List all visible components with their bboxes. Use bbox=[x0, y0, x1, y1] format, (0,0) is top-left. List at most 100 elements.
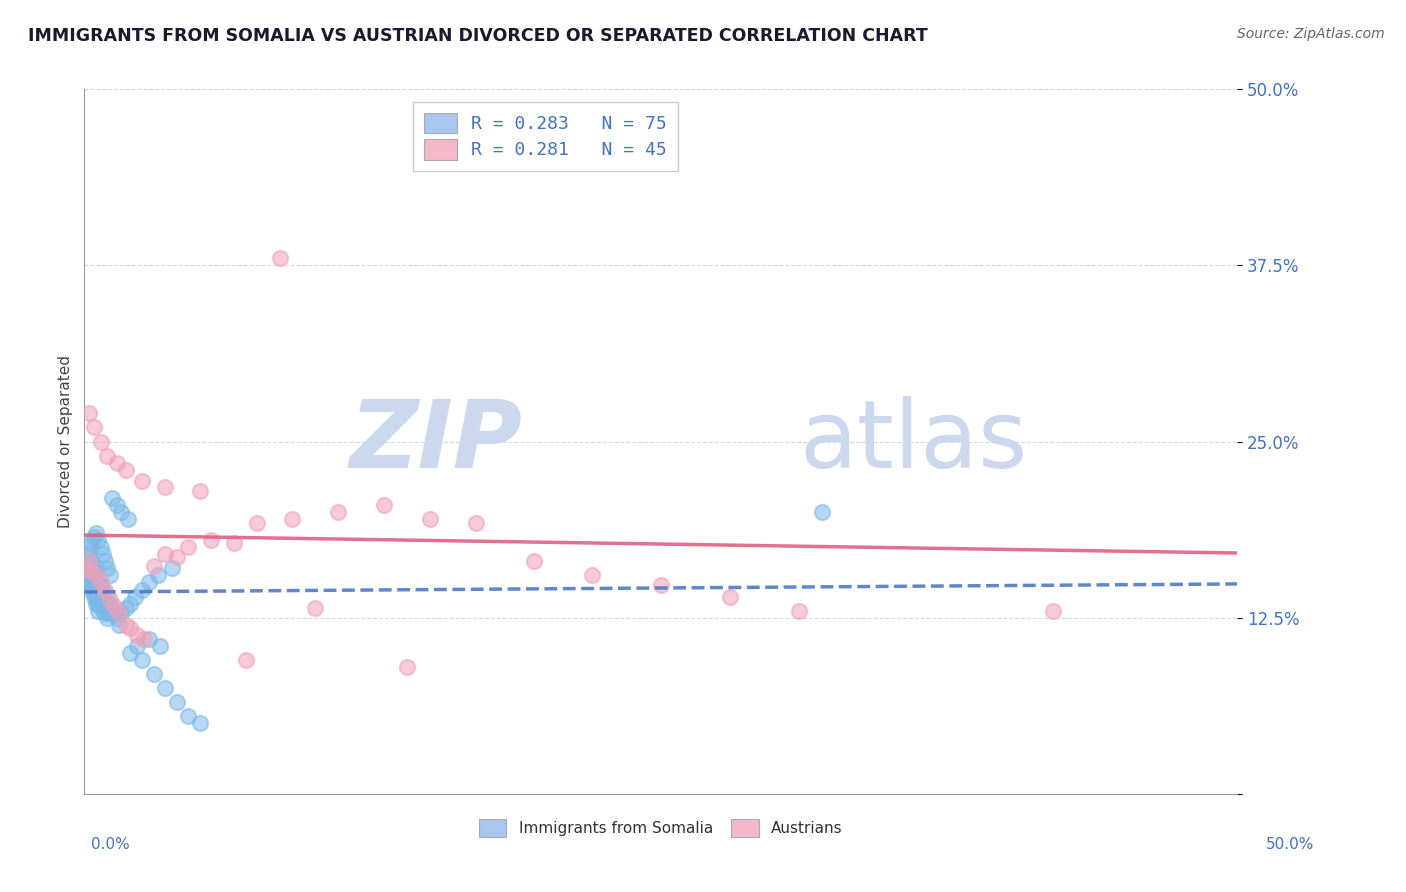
Point bbox=[138, 575, 160, 590]
Point bbox=[80, 575, 103, 590]
Point bbox=[83, 530, 105, 544]
Point bbox=[120, 621, 142, 635]
Point bbox=[718, 590, 741, 604]
Point bbox=[83, 564, 105, 578]
Point bbox=[98, 568, 121, 582]
Point bbox=[80, 554, 103, 568]
Point bbox=[160, 561, 183, 575]
Point bbox=[96, 600, 118, 615]
Point bbox=[124, 590, 146, 604]
Point bbox=[108, 617, 131, 632]
Point bbox=[465, 516, 488, 531]
Point bbox=[77, 568, 100, 582]
Point bbox=[103, 599, 125, 614]
Point bbox=[84, 597, 107, 611]
Point bbox=[246, 516, 269, 531]
Point bbox=[373, 498, 395, 512]
Point bbox=[94, 607, 117, 621]
Point bbox=[89, 587, 111, 601]
Point bbox=[101, 600, 124, 615]
Point bbox=[77, 547, 100, 561]
Point bbox=[84, 590, 107, 604]
Point bbox=[83, 590, 105, 604]
Point bbox=[120, 646, 142, 660]
Point bbox=[84, 568, 107, 582]
Y-axis label: Divorced or Separated: Divorced or Separated bbox=[58, 355, 73, 528]
Point bbox=[77, 541, 100, 555]
Point bbox=[534, 136, 557, 150]
Point bbox=[89, 578, 111, 592]
Point bbox=[87, 533, 110, 548]
Point bbox=[149, 639, 172, 653]
Point bbox=[89, 434, 111, 449]
Point bbox=[153, 681, 176, 696]
Point bbox=[235, 653, 257, 667]
Point bbox=[77, 561, 100, 575]
Point bbox=[103, 607, 125, 621]
Point bbox=[98, 592, 121, 607]
Point bbox=[91, 604, 114, 618]
Point bbox=[115, 463, 138, 477]
Point bbox=[96, 610, 118, 624]
Point bbox=[117, 512, 139, 526]
Point bbox=[146, 568, 169, 582]
Point bbox=[131, 582, 153, 597]
Point bbox=[326, 505, 349, 519]
Point bbox=[83, 420, 105, 434]
Point bbox=[83, 582, 105, 597]
Point bbox=[84, 582, 107, 597]
Point bbox=[101, 491, 124, 505]
Point bbox=[138, 632, 160, 646]
Point bbox=[96, 449, 118, 463]
Point bbox=[142, 558, 165, 573]
Point bbox=[134, 632, 156, 646]
Point bbox=[131, 474, 153, 488]
Point bbox=[91, 547, 114, 561]
Point bbox=[84, 561, 107, 575]
Point bbox=[80, 582, 103, 597]
Legend: Immigrants from Somalia, Austrians: Immigrants from Somalia, Austrians bbox=[472, 813, 849, 843]
Point bbox=[80, 561, 103, 575]
Point bbox=[89, 541, 111, 555]
Point bbox=[80, 568, 103, 582]
Point bbox=[91, 582, 114, 597]
Point bbox=[87, 590, 110, 604]
Point bbox=[419, 512, 441, 526]
Point bbox=[153, 480, 176, 494]
Point bbox=[76, 561, 98, 575]
Point bbox=[80, 564, 103, 578]
Point bbox=[89, 597, 111, 611]
Point bbox=[811, 505, 834, 519]
Point bbox=[787, 604, 810, 618]
Point bbox=[87, 578, 110, 592]
Point bbox=[1042, 604, 1064, 618]
Point bbox=[84, 526, 107, 541]
Point bbox=[94, 597, 117, 611]
Point bbox=[177, 709, 200, 723]
Point bbox=[105, 610, 128, 624]
Text: ZIP: ZIP bbox=[350, 395, 523, 488]
Point bbox=[77, 575, 100, 590]
Point bbox=[98, 597, 121, 611]
Point bbox=[200, 533, 222, 548]
Point bbox=[188, 716, 211, 731]
Point bbox=[105, 498, 128, 512]
Point bbox=[110, 505, 132, 519]
Point bbox=[142, 667, 165, 681]
Point bbox=[120, 597, 142, 611]
Point bbox=[166, 550, 188, 565]
Point bbox=[115, 600, 138, 615]
Point bbox=[94, 554, 117, 568]
Point bbox=[94, 582, 117, 597]
Point bbox=[281, 512, 304, 526]
Point bbox=[224, 536, 246, 550]
Point bbox=[523, 554, 546, 568]
Text: IMMIGRANTS FROM SOMALIA VS AUSTRIAN DIVORCED OR SEPARATED CORRELATION CHART: IMMIGRANTS FROM SOMALIA VS AUSTRIAN DIVO… bbox=[28, 27, 928, 45]
Point bbox=[96, 590, 118, 604]
Point bbox=[96, 561, 118, 575]
Point bbox=[115, 617, 138, 632]
Text: atlas: atlas bbox=[799, 395, 1028, 488]
Point bbox=[84, 575, 107, 590]
Point bbox=[581, 568, 603, 582]
Point bbox=[269, 252, 291, 266]
